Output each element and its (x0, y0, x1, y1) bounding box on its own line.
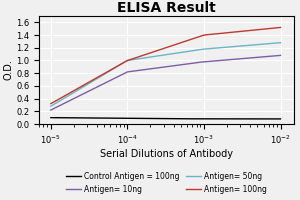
Antigen= 50ng (69, 93, 72, 96)
Antigen= 50ng (236, 45, 240, 47)
Antigen= 50ng (61, 98, 64, 101)
Line: Antigen= 50ng: Antigen= 50ng (51, 43, 280, 106)
Control Antigen = 100ng (218, 118, 221, 120)
Antigen= 100ng (49, 102, 53, 105)
X-axis label: Serial Dilutions of Antibody: Serial Dilutions of Antibody (100, 149, 233, 159)
Control Antigen = 100ng (265, 118, 268, 120)
Control Antigen = 100ng (69, 117, 72, 119)
Line: Antigen= 100ng: Antigen= 100ng (51, 27, 280, 104)
Antigen= 50ng (265, 43, 268, 45)
Control Antigen = 100ng (49, 116, 53, 119)
Control Antigen = 100ng (61, 117, 64, 119)
Antigen= 10ng (49, 109, 53, 111)
Antigen= 10ng (269, 55, 273, 57)
Antigen= 100ng (61, 96, 64, 98)
Antigen= 100ng (236, 30, 240, 33)
Antigen= 50ng (269, 42, 273, 45)
Antigen= 50ng (279, 41, 282, 44)
Line: Antigen= 10ng: Antigen= 10ng (51, 55, 280, 110)
Antigen= 100ng (69, 91, 72, 94)
Title: ELISA Result: ELISA Result (117, 1, 216, 15)
Legend: Control Antigen = 100ng, Antigen= 10ng, Antigen= 50ng, Antigen= 100ng: Control Antigen = 100ng, Antigen= 10ng, … (63, 169, 270, 197)
Antigen= 50ng (218, 47, 221, 49)
Control Antigen = 100ng (279, 118, 282, 120)
Antigen= 10ng (69, 99, 72, 101)
Antigen= 10ng (279, 54, 282, 57)
Antigen= 10ng (265, 55, 268, 58)
Antigen= 100ng (265, 28, 268, 30)
Line: Control Antigen = 100ng: Control Antigen = 100ng (51, 118, 280, 119)
Control Antigen = 100ng (236, 118, 240, 120)
Antigen= 10ng (61, 103, 64, 105)
Antigen= 100ng (269, 27, 273, 30)
Antigen= 10ng (236, 58, 240, 60)
Y-axis label: O.D.: O.D. (3, 60, 13, 80)
Antigen= 100ng (279, 26, 282, 29)
Antigen= 50ng (49, 105, 53, 107)
Antigen= 10ng (218, 59, 221, 62)
Control Antigen = 100ng (269, 118, 273, 120)
Antigen= 100ng (218, 32, 221, 35)
